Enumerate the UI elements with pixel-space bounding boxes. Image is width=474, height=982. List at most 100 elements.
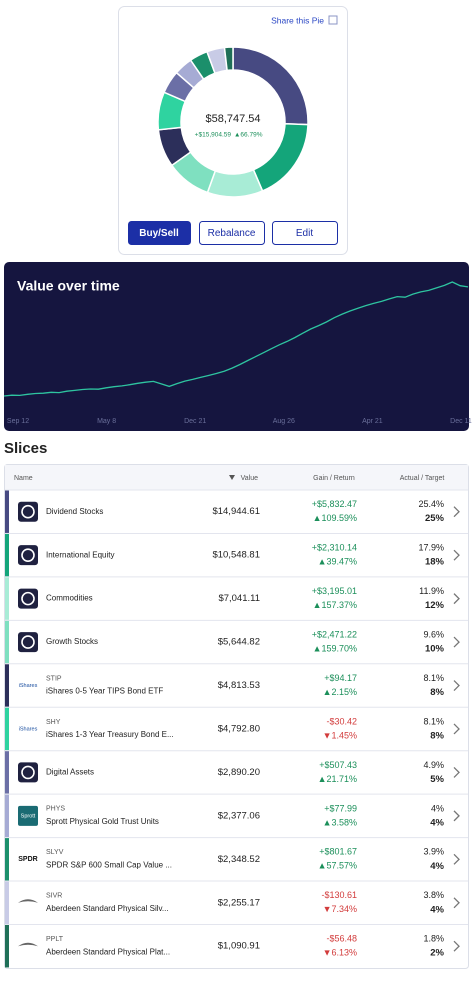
button[interactable]	[272, 221, 338, 245]
row-color-bar	[5, 838, 9, 881]
slice-actual: 8.1%	[423, 716, 444, 726]
value-line	[3, 281, 469, 397]
ticker: SLYV	[46, 849, 64, 856]
slice-value: $2,890.20	[218, 767, 260, 778]
row-chevron[interactable]	[453, 636, 460, 648]
row-chevron[interactable]	[453, 940, 460, 952]
row-chevron[interactable]	[453, 897, 460, 909]
slice-target: 5%	[430, 774, 444, 785]
button-label[interactable]: Buy/Sell	[139, 228, 179, 239]
pie-icon	[18, 501, 38, 522]
button[interactable]	[199, 221, 265, 245]
pie-icon-ring	[21, 548, 35, 562]
slice-actual: 4.9%	[423, 760, 444, 770]
logo-text: iShares	[19, 726, 38, 732]
pie-card	[118, 6, 348, 255]
row-chevron[interactable]	[453, 723, 460, 735]
row-chevron[interactable]	[453, 506, 460, 518]
row-chevron[interactable]	[453, 549, 460, 561]
pie-icon	[18, 632, 38, 653]
slice-value: $7,041.11	[218, 593, 260, 604]
section-title: Slices	[4, 440, 47, 457]
slice-gain: +$2,310.14	[312, 543, 357, 553]
row-chevron[interactable]	[453, 680, 460, 691]
pie-icon-ring	[21, 635, 35, 649]
slice-gain: +$2,471.22	[312, 629, 357, 639]
sort-icon[interactable]	[229, 475, 235, 480]
share-link[interactable]: Share this Pie	[271, 15, 324, 25]
row-color-bar	[5, 794, 9, 838]
slice-actual: 4%	[431, 803, 444, 813]
slice-target: 25%	[425, 513, 445, 524]
slice-target: 4%	[430, 817, 444, 828]
slice-actual: 3.9%	[423, 847, 444, 857]
ticker: PPLT	[46, 936, 64, 943]
row-color-bar	[5, 664, 9, 707]
slices-table	[4, 464, 469, 969]
column-header: Value	[241, 475, 258, 482]
chart-panel	[4, 262, 469, 431]
slice-return: ▼1.45%	[323, 730, 357, 740]
slice-name: Aberdeen Standard Physical Silv...	[46, 904, 169, 913]
slice-gain: -$130.61	[321, 890, 357, 900]
slice-gain: +$77.99	[324, 803, 357, 813]
slice-value: $4,792.80	[218, 723, 260, 734]
slice-target: 8%	[430, 730, 444, 741]
slice-target: 4%	[430, 861, 444, 872]
x-label: Sep 12	[7, 418, 29, 425]
slice-actual: 25.4%	[418, 499, 444, 509]
button-label[interactable]: Edit	[296, 228, 313, 239]
row-chevron[interactable]	[453, 853, 460, 865]
row-chevron[interactable]	[453, 766, 460, 778]
slice-target: 10%	[425, 644, 445, 655]
button[interactable]	[128, 221, 191, 245]
slice-return: ▲39.47%	[318, 557, 357, 567]
slice-return: ▲157.37%	[313, 600, 357, 610]
pie-icon	[18, 588, 38, 609]
slice-name: Dividend Stocks	[46, 507, 103, 516]
x-label: Dec 21	[184, 418, 206, 425]
row-chevron[interactable]	[453, 593, 460, 605]
pie-icon-ring	[21, 765, 35, 780]
slice-gain: +$94.17	[324, 673, 357, 683]
slice-name: International Equity	[46, 550, 115, 559]
slice-value: $2,255.17	[218, 897, 260, 908]
slice-value: $4,813.53	[218, 680, 260, 691]
slice-gain: -$56.48	[326, 934, 357, 944]
slice-return: ▲159.70%	[313, 643, 357, 653]
button-label[interactable]: Rebalance	[208, 228, 256, 239]
total-gain: +$15,904.59	[195, 132, 232, 139]
row-color-bar	[5, 751, 9, 794]
logo-text: SPDR	[18, 856, 37, 863]
row-color-bar	[5, 707, 9, 751]
x-label: May 8	[97, 418, 116, 425]
slice-actual: 8.1%	[423, 673, 444, 683]
row-color-bar	[5, 577, 9, 620]
donut-segment	[206, 168, 264, 198]
row-color-bar	[5, 620, 9, 664]
x-label: Aug 26	[273, 418, 295, 425]
ticker: SHY	[46, 719, 61, 726]
slice-actual: 3.8%	[423, 890, 444, 900]
share-icon[interactable]	[328, 15, 338, 25]
slice-gain: +$5,832.47	[312, 499, 357, 509]
row-chevron[interactable]	[453, 810, 460, 822]
slice-value: $2,377.06	[218, 810, 260, 821]
slice-value: $1,090.91	[218, 941, 260, 952]
slice-name: Growth Stocks	[46, 637, 98, 646]
pie-icon-ring	[21, 591, 35, 606]
x-label: Dec 11	[450, 418, 472, 425]
column-header: Gain / Return	[313, 475, 355, 482]
ticker: PHYS	[46, 806, 65, 813]
ticker: SIVR	[46, 893, 62, 900]
slice-actual: 9.6%	[423, 629, 444, 639]
ticker: STIP	[46, 675, 62, 682]
pie-icon-ring	[21, 504, 35, 519]
pie-icon	[18, 762, 38, 783]
donut-segment	[223, 46, 234, 72]
logo	[18, 805, 38, 826]
column-header: Actual / Target	[400, 475, 445, 482]
row-color-bar	[5, 925, 9, 968]
slice-target: 2%	[430, 948, 444, 959]
